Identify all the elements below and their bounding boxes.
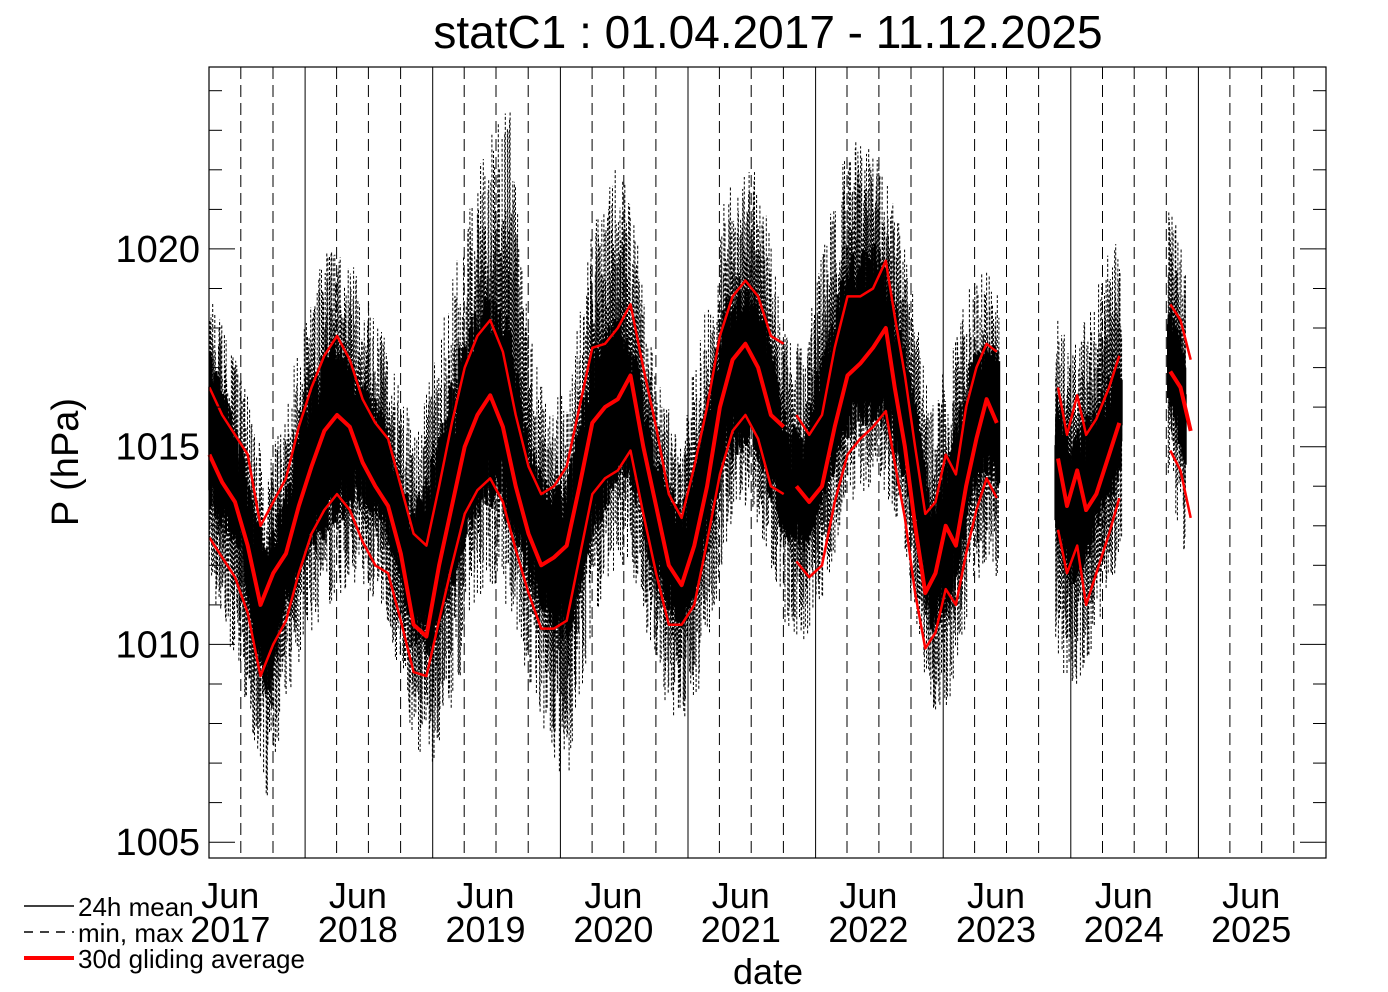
gliding-max-line bbox=[1169, 303, 1192, 361]
x-tick-year-label: 2019 bbox=[445, 909, 525, 950]
x-tick-month-label: Jun bbox=[967, 875, 1025, 916]
legend-label-gliding: 30d gliding average bbox=[78, 944, 305, 974]
gliding-mean-line bbox=[794, 326, 999, 595]
y-axis-label: P (hPa) bbox=[45, 398, 87, 526]
y-tick-label: 1015 bbox=[115, 427, 200, 469]
x-tick-month-label: Jun bbox=[584, 875, 642, 916]
gliding-min-line bbox=[1056, 497, 1121, 607]
gliding-max-line bbox=[208, 279, 785, 547]
plot-frame bbox=[208, 66, 1327, 859]
x-tick-month-label: Jun bbox=[456, 875, 514, 916]
x-tick-month-label: Jun bbox=[839, 875, 897, 916]
gliding-min-line bbox=[795, 409, 998, 650]
gliding-min-line bbox=[208, 413, 785, 678]
x-tick-month-label: Jun bbox=[1095, 875, 1153, 916]
chart-title: statC1 : 01.04.2017 - 11.12.2025 bbox=[433, 6, 1102, 58]
x-tick-year-label: 2023 bbox=[956, 909, 1036, 950]
x-axis-ticks: Jun2017Jun2018Jun2019Jun2020Jun2021Jun20… bbox=[190, 875, 1291, 950]
x-tick-month-label: Jun bbox=[1222, 875, 1280, 916]
legend: 24h mean min, max 30d gliding average bbox=[24, 892, 305, 974]
gliding-max-line bbox=[795, 259, 998, 516]
legend-label-minmax: min, max bbox=[78, 918, 183, 948]
x-tick-year-label: 2018 bbox=[318, 909, 398, 950]
x-tick-year-label: 2024 bbox=[1084, 909, 1164, 950]
x-tick-month-label: Jun bbox=[712, 875, 770, 916]
gliding-mean-line bbox=[1056, 422, 1122, 512]
x-axis-label: date bbox=[733, 951, 803, 992]
y-tick-label: 1020 bbox=[115, 229, 200, 271]
x-tick-year-label: 2022 bbox=[828, 909, 908, 950]
gliding-mean-line bbox=[207, 341, 786, 639]
gliding-min-line bbox=[1169, 450, 1192, 519]
x-tick-year-label: 2025 bbox=[1211, 909, 1291, 950]
y-axis-ticks: 1005 1010 1015 1020 bbox=[115, 90, 1326, 864]
y-tick-label: 1010 bbox=[115, 624, 200, 666]
gliding-mean-line bbox=[1168, 370, 1193, 432]
x-tick-year-label: 2017 bbox=[190, 909, 270, 950]
gliding-average-series bbox=[207, 259, 1193, 678]
legend-label-mean: 24h mean bbox=[78, 892, 194, 922]
y-tick-label: 1005 bbox=[115, 822, 200, 864]
x-tick-year-label: 2021 bbox=[701, 909, 781, 950]
x-tick-year-label: 2020 bbox=[573, 909, 653, 950]
gliding-max-line bbox=[1056, 355, 1121, 437]
x-tick-month-label: Jun bbox=[201, 875, 259, 916]
x-tick-month-label: Jun bbox=[329, 875, 387, 916]
